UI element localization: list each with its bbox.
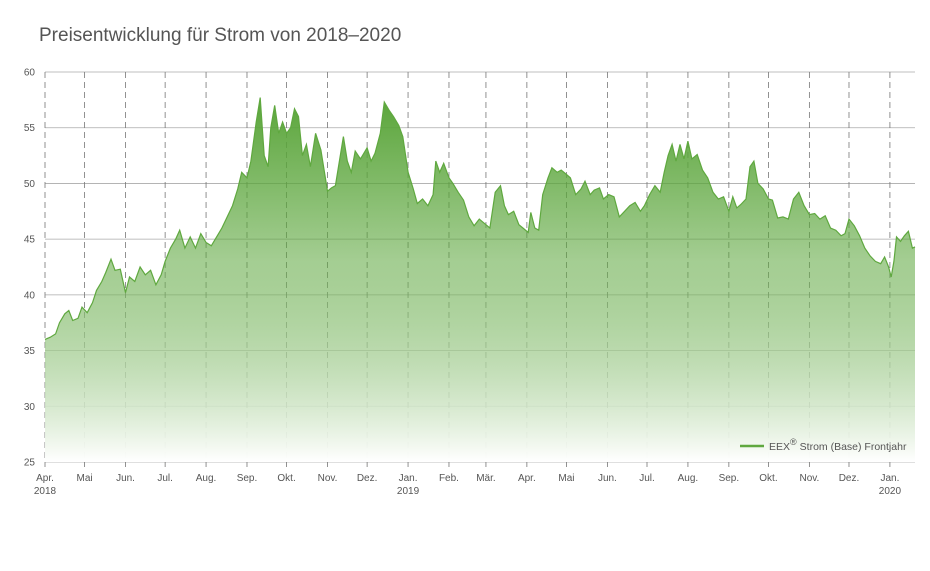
price-line bbox=[44, 97, 916, 340]
x-tick-label: Dez. bbox=[839, 473, 860, 484]
chart-title: Preisentwicklung für Strom von 2018–2020 bbox=[39, 25, 402, 46]
x-tick-label: Aug. bbox=[196, 473, 217, 484]
x-tick-label: Jun. bbox=[116, 473, 135, 484]
y-tick-label: 40 bbox=[24, 290, 36, 301]
legend: EEX® Strom (Base) Frontjahr bbox=[740, 437, 907, 453]
x-tick-year: 2018 bbox=[34, 486, 57, 497]
x-tick-label: Mai bbox=[77, 473, 93, 484]
x-tick-label: Dez. bbox=[357, 473, 378, 484]
y-tick-label: 35 bbox=[24, 346, 36, 357]
x-tick-label: Jan. bbox=[399, 473, 418, 484]
x-tick-label: Nov. bbox=[799, 473, 819, 484]
x-tick-label: Apr. bbox=[36, 473, 54, 484]
x-tick-label: Jan. bbox=[880, 473, 899, 484]
x-tick-label: Jul. bbox=[639, 473, 655, 484]
registered-mark: ® bbox=[790, 437, 797, 447]
x-tick-label: Jun. bbox=[598, 473, 617, 484]
y-tick-label: 25 bbox=[24, 458, 36, 469]
x-tick-year: 2019 bbox=[397, 486, 420, 497]
x-tick-label: Apr. bbox=[518, 473, 536, 484]
y-tick-label: 55 bbox=[24, 123, 36, 134]
y-tick-label: 60 bbox=[24, 68, 36, 79]
x-tick-label: Feb. bbox=[439, 473, 459, 484]
y-tick-label: 50 bbox=[24, 179, 36, 190]
x-tick-label: Sep. bbox=[719, 473, 740, 484]
y-tick-label: 30 bbox=[24, 402, 36, 413]
legend-label: EEX® Strom (Base) Frontjahr bbox=[769, 437, 907, 453]
x-tick-label: Mär. bbox=[476, 473, 495, 484]
x-tick-label: Aug. bbox=[678, 473, 699, 484]
price-area bbox=[45, 97, 915, 462]
x-tick-label: Jul. bbox=[157, 473, 173, 484]
x-tick-label: Sep. bbox=[237, 473, 258, 484]
x-tick-label: Okt. bbox=[277, 473, 295, 484]
x-tick-label: Mai bbox=[558, 473, 574, 484]
y-axis-ticks: 25 30 35 40 45 50 55 60 bbox=[24, 68, 36, 469]
y-tick-label: 45 bbox=[24, 235, 36, 246]
x-tick-label: Okt. bbox=[759, 473, 777, 484]
x-axis-ticks: Apr. 2018 Mai Jun. Jul. Aug. Sep. Okt. Nov. Dez. J… bbox=[34, 473, 902, 497]
vertical-gridlines bbox=[44, 72, 891, 467]
x-tick-year: 2020 bbox=[879, 486, 902, 497]
x-tick-label: Nov. bbox=[318, 473, 338, 484]
